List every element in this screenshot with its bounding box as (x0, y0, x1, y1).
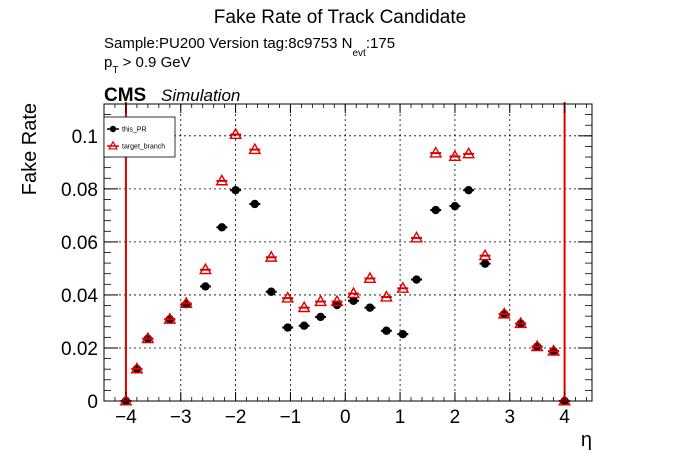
data-point (316, 312, 325, 322)
data-points (119, 127, 572, 406)
data-point (431, 205, 440, 215)
pt-cut: pT > 0.9 GeV (104, 54, 191, 76)
data-point (299, 321, 309, 330)
x-tick-label: −3 (170, 407, 192, 428)
y-tick-label: 0 (87, 392, 98, 413)
data-point (330, 294, 344, 307)
data-point (297, 300, 311, 313)
data-point (410, 230, 423, 243)
data-point (480, 259, 490, 268)
data-point (250, 199, 259, 209)
sample-info-subscript: evt (353, 48, 367, 59)
legend-marker (107, 140, 119, 150)
data-point (281, 291, 295, 303)
data-point (379, 290, 393, 302)
data-point (229, 127, 243, 140)
data-point (478, 248, 492, 261)
pt-cut-subscript: T (112, 65, 118, 76)
y-tick-label: 0.04 (61, 286, 98, 307)
data-point (215, 173, 229, 186)
legend: this_PR target_branch (103, 116, 176, 158)
data-point (558, 394, 572, 406)
data-point (201, 282, 210, 291)
data-point (365, 303, 375, 312)
experiment-label: CMS (104, 85, 146, 106)
x-tick-label: 1 (395, 407, 406, 428)
data-point (412, 275, 421, 284)
boundary-lines (124, 102, 566, 401)
data-point (547, 344, 561, 356)
legend-label: this_PR (122, 127, 147, 134)
data-point (283, 323, 292, 332)
data-point (349, 296, 358, 305)
data-point (497, 307, 511, 319)
y-tick-label: 0.1 (72, 127, 98, 148)
data-point (514, 316, 528, 329)
y-tick-label: 0.06 (61, 233, 98, 254)
sample-info-count: :175 (366, 35, 395, 52)
data-point (248, 142, 262, 155)
y-tick-label: 0.02 (61, 339, 98, 360)
data-point (141, 331, 155, 344)
axis-ticks: −4 −3 −2 −1 0 1 2 3 4 0 0.02 0.04 0.06 0.08 0.1 (61, 104, 592, 428)
data-point (363, 271, 377, 284)
data-point (396, 281, 410, 293)
x-tick-label: −4 (115, 407, 137, 428)
data-point (429, 146, 443, 158)
x-tick-label: 0 (340, 407, 351, 428)
x-tick-label: 2 (450, 407, 461, 428)
data-point (163, 312, 177, 324)
sample-info: Sample:PU200 Version tag:8c9753 Nevt:175 (104, 35, 395, 59)
pt-cut-symbol: p (104, 54, 112, 71)
data-point (530, 339, 544, 352)
x-tick-label: −2 (225, 407, 247, 428)
x-tick-label: −1 (280, 407, 302, 428)
data-point (464, 185, 473, 195)
x-tick-label: 4 (559, 407, 570, 428)
sample-info-main: Sample:PU200 Version tag:8c9753 N (104, 35, 353, 52)
x-tick-label: 3 (504, 407, 515, 428)
x-axis-title: η (581, 429, 592, 451)
data-point (382, 326, 391, 335)
y-tick-label: 0.08 (61, 180, 98, 201)
pt-cut-value: > 0.9 GeV (118, 54, 190, 71)
data-point (267, 287, 276, 296)
data-point (314, 294, 328, 307)
data-point (347, 286, 360, 299)
data-point (130, 361, 144, 374)
legend-box (103, 116, 176, 158)
data-point (448, 149, 462, 162)
data-point (450, 201, 460, 211)
data-point (398, 329, 408, 339)
y-axis-title: Fake Rate (19, 103, 41, 195)
data-point (119, 394, 133, 406)
series-target_branch (119, 127, 572, 406)
plot-frame (103, 103, 593, 402)
data-point (179, 296, 193, 308)
chart-title: Fake Rate of Track Candidate (214, 7, 466, 28)
data-point (462, 146, 476, 159)
legend-label: target_branch (122, 144, 165, 151)
data-point (264, 250, 278, 262)
experiment-sublabel: Simulation (161, 86, 240, 105)
data-point (199, 262, 212, 275)
data-point (231, 185, 240, 195)
legend-marker (109, 125, 117, 133)
data-point (217, 223, 227, 232)
grid-lines (104, 104, 592, 401)
